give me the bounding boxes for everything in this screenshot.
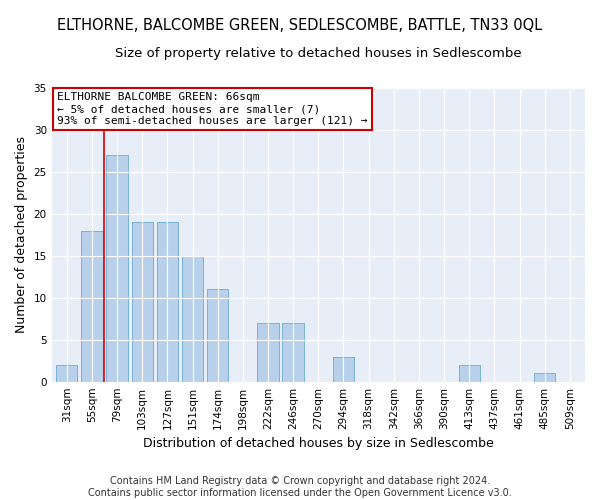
Bar bbox=[283, 323, 304, 382]
Text: ELTHORNE BALCOMBE GREEN: 66sqm
← 5% of detached houses are smaller (7)
93% of se: ELTHORNE BALCOMBE GREEN: 66sqm ← 5% of d… bbox=[57, 92, 367, 126]
Bar bbox=[106, 155, 128, 382]
Bar bbox=[182, 256, 203, 382]
Bar bbox=[207, 290, 229, 382]
Bar bbox=[131, 222, 153, 382]
Title: Size of property relative to detached houses in Sedlescombe: Size of property relative to detached ho… bbox=[115, 48, 521, 60]
Text: ELTHORNE, BALCOMBE GREEN, SEDLESCOMBE, BATTLE, TN33 0QL: ELTHORNE, BALCOMBE GREEN, SEDLESCOMBE, B… bbox=[58, 18, 542, 32]
Bar bbox=[81, 230, 103, 382]
Text: Contains HM Land Registry data © Crown copyright and database right 2024.
Contai: Contains HM Land Registry data © Crown c… bbox=[88, 476, 512, 498]
Bar bbox=[56, 365, 77, 382]
Bar bbox=[257, 323, 279, 382]
Y-axis label: Number of detached properties: Number of detached properties bbox=[15, 136, 28, 334]
Bar bbox=[534, 374, 556, 382]
X-axis label: Distribution of detached houses by size in Sedlescombe: Distribution of detached houses by size … bbox=[143, 437, 494, 450]
Bar bbox=[333, 356, 354, 382]
Bar bbox=[458, 365, 480, 382]
Bar bbox=[157, 222, 178, 382]
